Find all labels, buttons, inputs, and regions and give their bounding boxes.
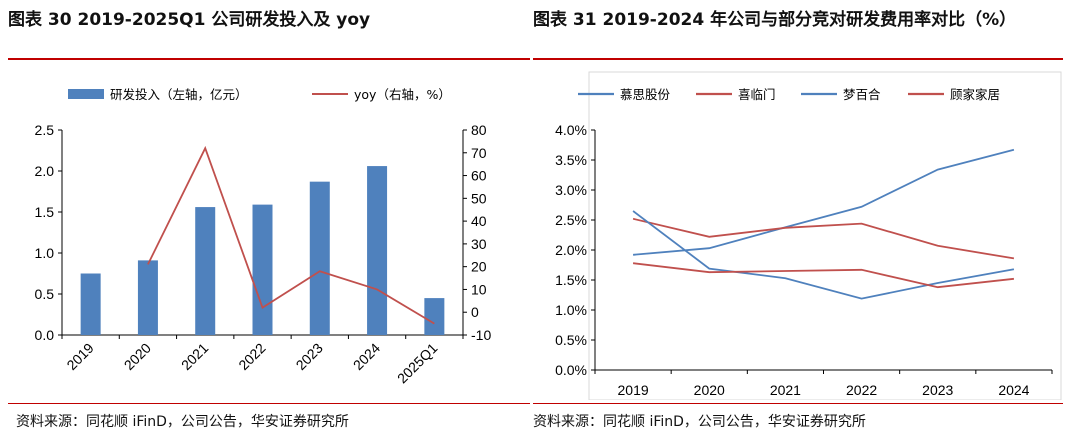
right-y-tick-label: 60 xyxy=(471,168,487,184)
legend-label-line: yoy（右轴，%） xyxy=(354,87,451,102)
bar-2021 xyxy=(195,207,216,335)
x-tick-label-2022: 2022 xyxy=(846,382,877,398)
y-tick-label: 3.0% xyxy=(555,182,587,198)
legend-label-0: 慕思股份 xyxy=(620,87,671,102)
x-tick-label-2023: 2023 xyxy=(293,340,326,373)
bar-2023 xyxy=(309,181,330,335)
right-y-tick-label: -10 xyxy=(471,327,491,343)
series-line-1 xyxy=(632,217,1015,260)
x-tick-label-2025Q1: 2025Q1 xyxy=(394,340,441,387)
legend-swatch-bar xyxy=(68,89,104,99)
x-tick-label-2019: 2019 xyxy=(63,340,96,373)
left-figure-title: 图表 30 2019-2025Q1 公司研发投入及 yoy xyxy=(8,10,371,30)
y-tick-label: 1.0% xyxy=(555,302,587,318)
bar-2024 xyxy=(367,166,388,335)
x-tick-label-2023: 2023 xyxy=(922,382,953,398)
bar-2019 xyxy=(80,273,101,335)
y-tick-label: 1.5% xyxy=(555,272,587,288)
x-tick-label-2021: 2021 xyxy=(178,340,211,373)
right-y-tick-label: 0 xyxy=(471,304,479,320)
left-chart-panel: 图表 30 2019-2025Q1 公司研发投入及 yoy 0.0 0.5 1.0 1… xyxy=(0,0,530,438)
left-title-rule xyxy=(8,58,530,60)
series-line-3 xyxy=(632,262,1015,289)
right-figure-title: 图表 31 2019-2024 年公司与部分竞对研发费用率对比（%） xyxy=(533,10,1017,30)
x-tick-label-2020: 2020 xyxy=(121,340,154,373)
left-source-note: 资料来源：同花顺 iFinD，公司公告，华安证券研究所 xyxy=(16,414,349,430)
y-tick-label: 2.5% xyxy=(555,212,587,228)
legend-label-3: 顾家家居 xyxy=(950,87,1000,102)
y-tick-label: 0.5% xyxy=(555,332,587,348)
y-tick-label: 4.0% xyxy=(555,122,587,138)
right-y-tick-label: 50 xyxy=(471,190,487,206)
right-source-note: 资料来源：同花顺 iFinD，公司公告，华安证券研究所 xyxy=(533,414,866,430)
legend-label-2: 梦百合 xyxy=(843,87,881,102)
right-title-rule xyxy=(533,58,1063,60)
right-y-tick-label: 10 xyxy=(471,281,487,297)
legend-label-bar: 研发投入（左轴，亿元） xyxy=(110,87,248,102)
left-y-tick-label: 1.5 xyxy=(35,204,55,220)
right-y-tick-label: 70 xyxy=(471,145,487,161)
y-tick-label: 3.5% xyxy=(555,152,587,168)
right-y-tick-label: 20 xyxy=(471,259,487,275)
right-y-tick-label: 40 xyxy=(471,213,487,229)
left-y-tick-label: 0.5 xyxy=(35,286,55,302)
x-tick-label-2024: 2024 xyxy=(350,340,383,373)
left-y-tick-label: 2.5 xyxy=(35,122,55,138)
series-line-2 xyxy=(632,210,1015,300)
yoy-line xyxy=(147,145,435,325)
y-tick-label: 2.0% xyxy=(555,242,587,258)
right-y-tick-label: 80 xyxy=(471,122,487,138)
series-line-0 xyxy=(633,148,1015,256)
x-tick-label-2020: 2020 xyxy=(694,382,725,398)
right-chart-panel: 图表 31 2019-2024 年公司与部分竞对研发费用率对比（%） 0.0% 0… xyxy=(533,0,1067,438)
left-y-tick-label: 2.0 xyxy=(35,163,55,179)
y-tick-label: 0.0% xyxy=(555,362,587,378)
x-tick-label-2021: 2021 xyxy=(770,382,801,398)
bar-2025Q1 xyxy=(424,298,445,335)
rd-expense-ratio-chart: 0.0% 0.5% 1.0% 1.5% 2.0% 2.5% 3.0% 3.5% 4.0% 2019… xyxy=(555,71,1062,400)
right-y-tick-label: 30 xyxy=(471,236,487,252)
x-tick-label-2019: 2019 xyxy=(618,382,649,398)
rd-investment-chart: 0.0 0.5 1.0 1.5 2.0 2.5 -10 0 10 20 30 40 50 60 70 80 20… xyxy=(35,87,492,387)
right-bottom-rule xyxy=(533,403,1063,404)
legend-label-1: 喜临门 xyxy=(738,87,776,102)
plot-area-border xyxy=(588,71,1062,400)
left-y-tick-label: 0.0 xyxy=(35,327,55,343)
x-tick-label-2024: 2024 xyxy=(998,382,1029,398)
left-bottom-rule xyxy=(8,403,530,404)
bar-2020 xyxy=(137,260,158,335)
x-tick-label-2022: 2022 xyxy=(235,340,268,373)
bar-2022 xyxy=(252,204,273,335)
left-y-tick-label: 1.0 xyxy=(35,245,55,261)
